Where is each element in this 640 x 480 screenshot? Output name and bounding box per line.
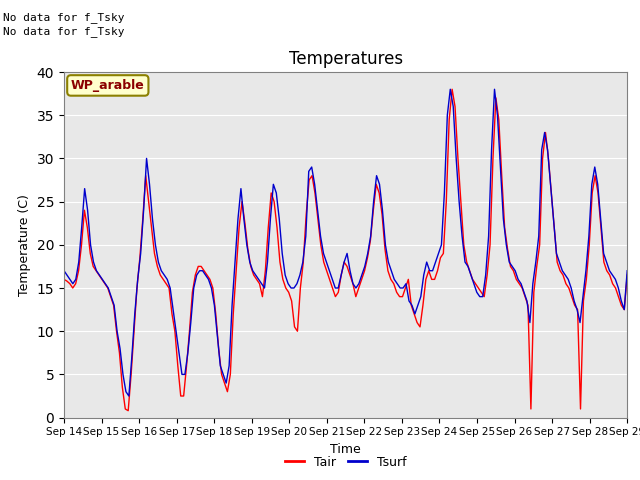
Y-axis label: Temperature (C): Temperature (C) xyxy=(18,194,31,296)
X-axis label: Time: Time xyxy=(330,443,361,456)
Text: WP_arable: WP_arable xyxy=(71,79,145,92)
Legend: Tair, Tsurf: Tair, Tsurf xyxy=(280,451,412,474)
Text: No data for f_Tsky: No data for f_Tsky xyxy=(3,12,125,23)
Title: Temperatures: Temperatures xyxy=(289,49,403,68)
Text: No data for f_Tsky: No data for f_Tsky xyxy=(3,26,125,37)
